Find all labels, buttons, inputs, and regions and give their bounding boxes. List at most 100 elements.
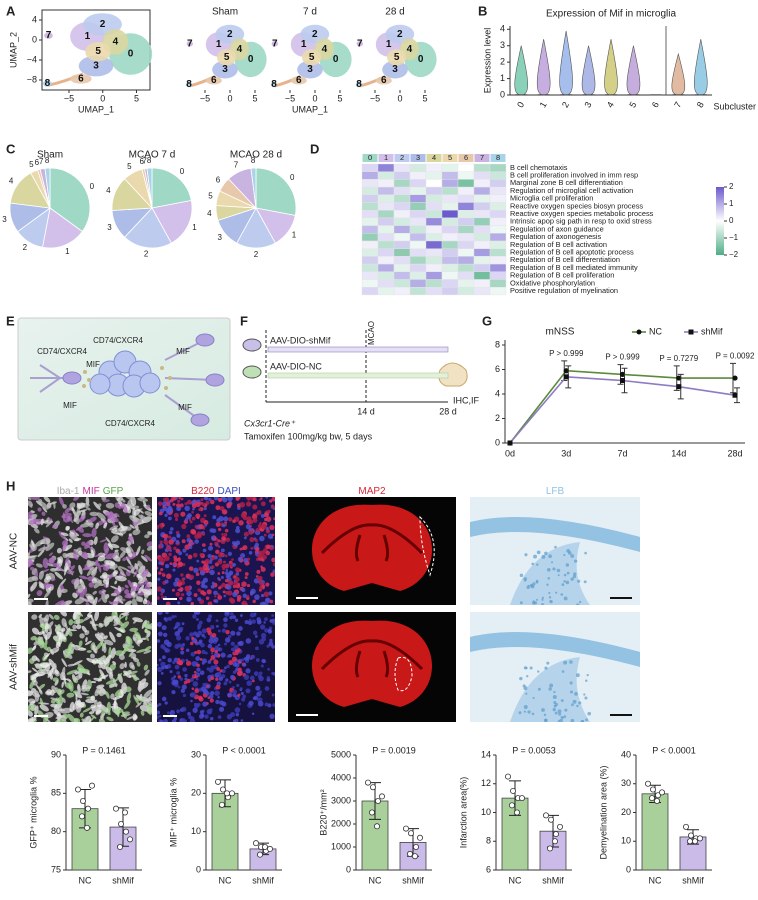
speck bbox=[211, 632, 217, 638]
speck bbox=[201, 661, 205, 665]
speck bbox=[158, 658, 162, 662]
speck bbox=[101, 712, 106, 718]
x-tick-label: −5 bbox=[64, 93, 74, 103]
speck bbox=[228, 517, 233, 522]
speck bbox=[185, 636, 190, 641]
speck bbox=[172, 568, 176, 572]
speck bbox=[574, 559, 578, 563]
speck bbox=[39, 662, 49, 668]
speck bbox=[208, 694, 214, 699]
speck bbox=[66, 678, 71, 682]
speck bbox=[119, 663, 125, 670]
heat-cell bbox=[377, 240, 395, 249]
speck bbox=[259, 585, 263, 590]
speck bbox=[125, 615, 128, 621]
speck bbox=[98, 583, 105, 586]
speck bbox=[248, 530, 254, 535]
speck bbox=[90, 704, 96, 709]
speck bbox=[206, 708, 213, 715]
speck bbox=[224, 612, 230, 615]
cluster-label: 3 bbox=[307, 64, 313, 75]
speck bbox=[255, 546, 260, 552]
speck bbox=[180, 511, 186, 517]
speck bbox=[215, 521, 221, 527]
speck bbox=[125, 547, 133, 558]
speck bbox=[191, 661, 197, 667]
speck bbox=[162, 501, 168, 507]
speck bbox=[167, 658, 172, 663]
speck bbox=[37, 498, 43, 504]
data-point bbox=[368, 809, 375, 816]
x-tick-label: 6 bbox=[650, 100, 661, 109]
speck bbox=[239, 687, 243, 691]
speck bbox=[74, 691, 83, 699]
speck bbox=[181, 622, 185, 626]
speck bbox=[254, 594, 260, 600]
speck bbox=[246, 596, 250, 600]
speck bbox=[221, 564, 227, 569]
speck bbox=[217, 593, 220, 596]
speck bbox=[112, 571, 118, 577]
speck bbox=[91, 527, 97, 538]
slice-label: 2 bbox=[23, 243, 28, 252]
speck bbox=[220, 575, 224, 579]
speck bbox=[215, 699, 220, 705]
speck bbox=[94, 685, 102, 697]
speck bbox=[86, 566, 95, 577]
speck bbox=[117, 526, 128, 532]
speck bbox=[245, 497, 252, 500]
speck bbox=[260, 593, 265, 598]
speck bbox=[179, 587, 184, 592]
data-point bbox=[364, 779, 371, 786]
speck bbox=[197, 588, 202, 592]
speck bbox=[195, 572, 200, 577]
data-point bbox=[89, 782, 96, 789]
speck bbox=[161, 696, 167, 702]
heat-cell bbox=[425, 271, 443, 280]
speck bbox=[52, 677, 59, 682]
speck bbox=[66, 570, 75, 575]
x-tick-label: shMif bbox=[402, 875, 424, 885]
y-tick-label: 3 bbox=[500, 40, 505, 50]
heat-cell bbox=[361, 225, 379, 234]
speck bbox=[208, 614, 213, 619]
speck bbox=[563, 573, 567, 577]
speck bbox=[61, 681, 65, 688]
heat-cell bbox=[425, 225, 443, 234]
heat-cell bbox=[425, 248, 443, 257]
speck bbox=[167, 535, 172, 539]
speck bbox=[245, 501, 252, 507]
heat-cell bbox=[425, 163, 443, 172]
speck bbox=[182, 693, 187, 698]
speck bbox=[189, 718, 196, 722]
speck bbox=[164, 497, 170, 502]
speck bbox=[109, 683, 115, 689]
speck bbox=[213, 666, 217, 670]
slice-label: 3 bbox=[2, 215, 7, 224]
speck bbox=[158, 561, 162, 565]
speck bbox=[252, 497, 257, 502]
speck bbox=[31, 687, 37, 694]
speck bbox=[209, 698, 214, 703]
data-point bbox=[118, 821, 125, 828]
speck bbox=[225, 629, 230, 635]
speck bbox=[171, 690, 176, 695]
column-word: MAP2 bbox=[358, 486, 386, 497]
slice-label: 0 bbox=[90, 182, 95, 191]
cluster-label: 4 bbox=[113, 37, 119, 48]
speck bbox=[140, 555, 148, 562]
speck bbox=[168, 530, 173, 535]
heat-cell bbox=[409, 256, 427, 265]
speck bbox=[249, 612, 255, 618]
speck bbox=[85, 637, 88, 643]
speck bbox=[232, 519, 236, 523]
speck bbox=[110, 592, 118, 597]
cluster-label: 1 bbox=[216, 39, 222, 50]
speck bbox=[74, 700, 85, 708]
heat-cell bbox=[393, 287, 411, 296]
speck bbox=[272, 621, 275, 625]
marker bbox=[676, 375, 682, 381]
receptor-label: CD74/CXCR4 bbox=[37, 347, 87, 356]
data-point bbox=[697, 835, 704, 842]
speck bbox=[79, 712, 84, 718]
